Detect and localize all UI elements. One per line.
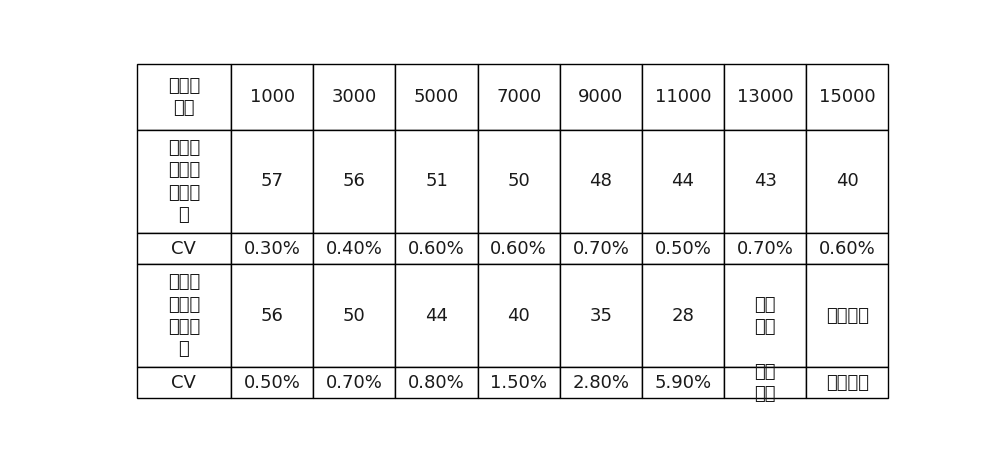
Text: 0.30%: 0.30%: [244, 240, 301, 257]
Bar: [231, 130, 313, 233]
Bar: [642, 367, 724, 398]
Text: CV: CV: [171, 240, 196, 257]
Bar: [231, 367, 313, 398]
Text: 43: 43: [754, 173, 777, 191]
Bar: [137, 233, 231, 264]
Text: 固态离
子选择
电极斜
率: 固态离 子选择 电极斜 率: [168, 139, 200, 224]
Bar: [806, 264, 888, 367]
Bar: [560, 264, 642, 367]
Bar: [137, 130, 231, 233]
Bar: [137, 264, 231, 367]
Text: 44: 44: [672, 173, 694, 191]
Text: 0.50%: 0.50%: [244, 374, 301, 392]
Bar: [313, 264, 395, 367]
Text: 50: 50: [343, 307, 366, 325]
Bar: [560, 64, 642, 130]
Text: 测量样
本数: 测量样 本数: [168, 77, 200, 117]
Text: 1.50%: 1.50%: [490, 374, 547, 392]
Text: 2.80%: 2.80%: [572, 374, 629, 392]
Bar: [560, 367, 642, 398]
Text: 电极
损耗: 电极 损耗: [754, 295, 776, 336]
Bar: [313, 367, 395, 398]
Bar: [806, 64, 888, 130]
Text: 0.40%: 0.40%: [326, 240, 383, 257]
Text: 56: 56: [261, 307, 284, 325]
Bar: [642, 64, 724, 130]
Text: 35: 35: [589, 307, 612, 325]
Bar: [395, 130, 478, 233]
Bar: [313, 233, 395, 264]
Text: 5.90%: 5.90%: [654, 374, 712, 392]
Bar: [395, 233, 478, 264]
Text: 7000: 7000: [496, 88, 541, 106]
Text: 9000: 9000: [578, 88, 623, 106]
Text: 0.60%: 0.60%: [490, 240, 547, 257]
Bar: [478, 130, 560, 233]
Text: 传统离
子选择
电极斜
率: 传统离 子选择 电极斜 率: [168, 273, 200, 358]
Text: 电极损耗: 电极损耗: [826, 374, 869, 392]
Bar: [806, 367, 888, 398]
Bar: [395, 264, 478, 367]
Bar: [231, 64, 313, 130]
Text: CV: CV: [171, 374, 196, 392]
Bar: [724, 64, 806, 130]
Text: 40: 40: [507, 307, 530, 325]
Text: 56: 56: [343, 173, 366, 191]
Text: 51: 51: [425, 173, 448, 191]
Text: 0.70%: 0.70%: [326, 374, 383, 392]
Text: 40: 40: [836, 173, 859, 191]
Bar: [137, 367, 231, 398]
Bar: [313, 64, 395, 130]
Text: 0.80%: 0.80%: [408, 374, 465, 392]
Text: 0.60%: 0.60%: [819, 240, 876, 257]
Bar: [806, 130, 888, 233]
Bar: [642, 264, 724, 367]
Text: 0.70%: 0.70%: [572, 240, 629, 257]
Text: 15000: 15000: [819, 88, 876, 106]
Bar: [642, 233, 724, 264]
Bar: [560, 130, 642, 233]
Bar: [724, 367, 806, 398]
Text: 0.70%: 0.70%: [737, 240, 794, 257]
Bar: [231, 264, 313, 367]
Text: 44: 44: [425, 307, 448, 325]
Bar: [313, 130, 395, 233]
Text: 28: 28: [672, 307, 694, 325]
Text: 电极损耗: 电极损耗: [826, 307, 869, 325]
Bar: [231, 233, 313, 264]
Text: 1000: 1000: [250, 88, 295, 106]
Bar: [724, 264, 806, 367]
Bar: [560, 233, 642, 264]
Bar: [806, 233, 888, 264]
Text: 57: 57: [261, 173, 284, 191]
Bar: [724, 233, 806, 264]
Bar: [724, 130, 806, 233]
Text: 0.60%: 0.60%: [408, 240, 465, 257]
Bar: [395, 64, 478, 130]
Bar: [478, 64, 560, 130]
Bar: [137, 64, 231, 130]
Bar: [478, 367, 560, 398]
Bar: [642, 130, 724, 233]
Text: 13000: 13000: [737, 88, 793, 106]
Bar: [395, 367, 478, 398]
Text: 5000: 5000: [414, 88, 459, 106]
Bar: [478, 264, 560, 367]
Text: 48: 48: [589, 173, 612, 191]
Text: 3000: 3000: [332, 88, 377, 106]
Text: 0.50%: 0.50%: [655, 240, 711, 257]
Text: 电极
损耗: 电极 损耗: [754, 363, 776, 403]
Text: 50: 50: [507, 173, 530, 191]
Bar: [478, 233, 560, 264]
Text: 11000: 11000: [655, 88, 711, 106]
